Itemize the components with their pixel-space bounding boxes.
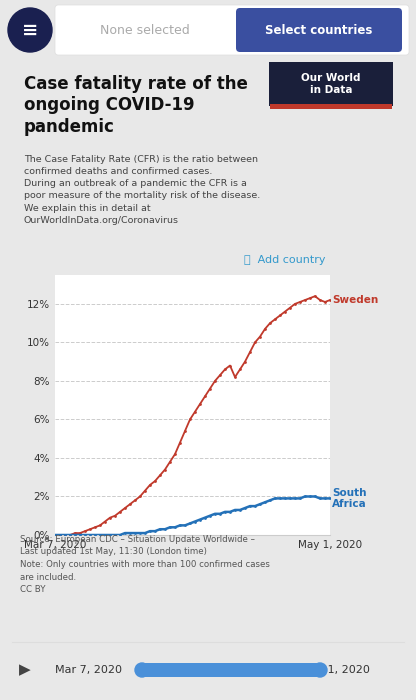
Text: The Case Fatality Rate (CFR) is the ratio between
confirmed deaths and confirmed: The Case Fatality Rate (CFR) is the rati…	[24, 155, 260, 225]
Text: May 1, 2020: May 1, 2020	[301, 665, 370, 675]
Text: Sweden: Sweden	[332, 295, 378, 305]
FancyBboxPatch shape	[270, 104, 392, 109]
FancyBboxPatch shape	[236, 8, 402, 52]
Text: Select countries: Select countries	[265, 24, 373, 36]
Text: Source: European CDC – Situation Update Worldwide –
Last updated 1st May, 11:30 : Source: European CDC – Situation Update …	[20, 535, 270, 594]
FancyBboxPatch shape	[140, 663, 322, 677]
Text: ➕  Add country: ➕ Add country	[243, 255, 325, 265]
Text: South
Africa: South Africa	[332, 488, 367, 509]
Text: ▶: ▶	[19, 662, 31, 678]
Circle shape	[313, 663, 327, 677]
Text: None selected: None selected	[100, 24, 190, 36]
Circle shape	[8, 8, 52, 52]
Text: Mar 7, 2020: Mar 7, 2020	[55, 665, 122, 675]
FancyBboxPatch shape	[269, 62, 393, 106]
Circle shape	[135, 663, 149, 677]
FancyBboxPatch shape	[55, 5, 409, 55]
Text: Our World
in Data: Our World in Data	[301, 73, 361, 95]
Text: Case fatality rate of the
ongoing COVID-19
pandemic: Case fatality rate of the ongoing COVID-…	[24, 75, 248, 136]
Text: ≡: ≡	[22, 20, 38, 39]
